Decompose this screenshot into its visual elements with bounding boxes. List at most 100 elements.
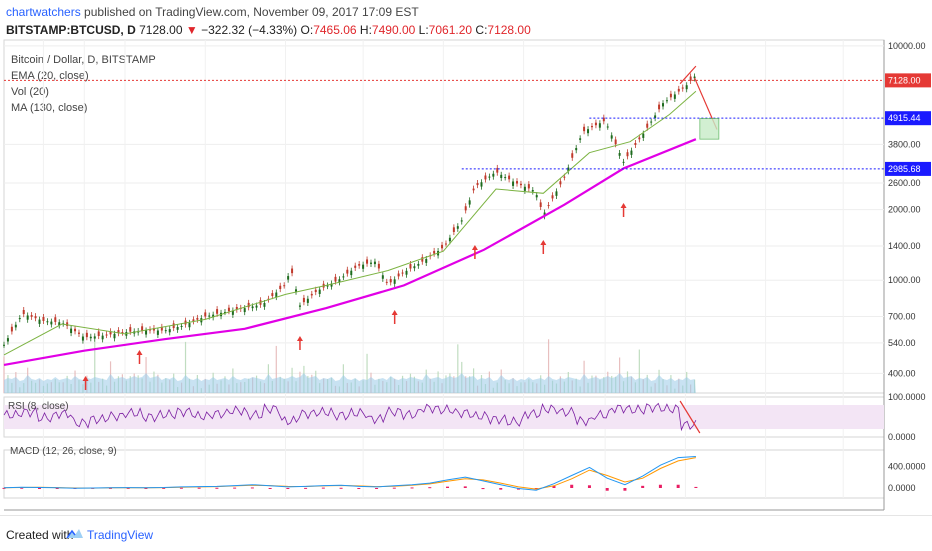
- close-label: C:: [475, 23, 488, 37]
- volume-bar: [366, 353, 368, 393]
- candle-body: [3, 344, 5, 346]
- macd-histogram-bar: [375, 488, 379, 489]
- candle-body: [160, 326, 163, 331]
- candle-body: [117, 330, 120, 334]
- candle-body: [188, 322, 191, 328]
- candle-body: [326, 285, 329, 287]
- candle-body: [567, 167, 570, 172]
- macd-histogram-bar: [286, 488, 290, 489]
- price-label-box: [885, 111, 931, 126]
- pane-frame: [3, 449, 885, 499]
- rsi-down-arrow-icon: [679, 400, 701, 434]
- candle-body: [342, 276, 345, 278]
- candle-body: [547, 205, 550, 207]
- macd-histogram-bar: [304, 487, 308, 489]
- candle-body: [302, 297, 305, 303]
- x-tick-label: Sep: [597, 514, 613, 515]
- legend-ma[interactable]: MA (130, close): [11, 102, 88, 114]
- price-label-text: 7128.00: [888, 75, 921, 85]
- candle-body: [227, 307, 230, 312]
- candle-body: [677, 88, 680, 92]
- candle-body: [492, 173, 495, 177]
- volume-bar: [457, 344, 459, 393]
- candle-body: [476, 183, 479, 186]
- x-tick-label: Mar: [835, 514, 851, 515]
- ma-130-line: [3, 138, 697, 366]
- candle-body: [504, 177, 507, 179]
- candle-body: [389, 279, 392, 283]
- y-tick-label: 700.00: [888, 311, 916, 321]
- candle-body: [369, 262, 372, 264]
- close-value: 7128.00: [487, 23, 531, 37]
- high-value: 7490.00: [371, 23, 416, 37]
- candle-body: [685, 85, 688, 90]
- price-chart[interactable]: 400.00 540.00 700.00 1000.00 1400.00 2000.00 2…: [0, 0, 932, 515]
- candle-body: [231, 310, 234, 315]
- candle-body: [555, 191, 558, 196]
- macd-histogram-bar: [570, 484, 574, 488]
- candle-body: [413, 266, 416, 269]
- legend-title[interactable]: Bitcoin / Dollar, D, BITSTAMP: [11, 54, 156, 66]
- candle-body: [650, 121, 653, 123]
- macd-histogram-bar: [552, 485, 556, 488]
- candle-body: [654, 115, 657, 119]
- candle-body: [456, 226, 459, 229]
- legend-ema[interactable]: EMA (20, close): [11, 70, 89, 82]
- volume-ma-area: [4, 373, 696, 393]
- pane-frame: [3, 39, 885, 394]
- candle-body: [500, 174, 503, 178]
- candle-body: [141, 326, 144, 331]
- candle-body: [614, 139, 617, 145]
- candle-body: [472, 188, 475, 191]
- volume-bar: [94, 341, 96, 393]
- candle-body: [192, 319, 195, 322]
- candle-body: [381, 275, 384, 279]
- macd-signal-line: [3, 457, 696, 490]
- candle-body: [358, 264, 361, 266]
- candle-body: [283, 285, 286, 287]
- tradingview-brand-link[interactable]: TradingView: [87, 528, 154, 542]
- candle-body: [10, 326, 13, 332]
- candle-body: [204, 312, 207, 317]
- price-label-box: [885, 161, 931, 176]
- y-tick-label: 400.00: [888, 368, 916, 378]
- candle-body: [508, 175, 511, 180]
- macd-histogram-bar: [641, 485, 645, 488]
- x-tick-label: 2018: [756, 514, 776, 515]
- x-tick-label: Mar: [355, 514, 371, 515]
- candle-body: [168, 329, 171, 333]
- candle-body: [310, 293, 313, 296]
- macd-histogram-bar: [108, 487, 112, 489]
- candle-body: [26, 315, 29, 320]
- candle-body: [152, 328, 155, 331]
- candle-body: [70, 328, 73, 334]
- low-label: L:: [418, 23, 429, 37]
- candle-body: [681, 87, 684, 89]
- candle-body: [255, 305, 258, 308]
- candle-body: [512, 181, 515, 186]
- candle-body: [216, 309, 219, 314]
- y-tick-label: 1000.00: [888, 275, 921, 285]
- macd-line: [3, 456, 696, 491]
- candle-body: [598, 123, 601, 128]
- candle-body: [673, 94, 676, 99]
- macd-histogram-bar: [534, 488, 538, 490]
- candle-body: [519, 183, 522, 186]
- author-link[interactable]: chartwatchers: [6, 5, 81, 19]
- candle-body: [626, 152, 629, 157]
- candle-body: [583, 126, 586, 132]
- rsi-tick-label: 0.0000: [888, 432, 916, 442]
- candle-body: [531, 190, 534, 192]
- volume-bar: [3, 356, 5, 393]
- x-tick-label: Aug: [76, 514, 92, 515]
- candle-body: [662, 103, 665, 107]
- candle-body: [606, 126, 609, 128]
- price-change: −322.32 (−4.33%): [201, 23, 298, 37]
- candle-body: [58, 322, 61, 326]
- candle-body: [223, 311, 226, 313]
- legend-volume[interactable]: Vol (20): [11, 86, 49, 98]
- macd-histogram-bar: [463, 486, 467, 488]
- trend-line: [679, 65, 697, 85]
- macd-title: MACD (12, 26, close, 9): [10, 446, 117, 457]
- candle-body: [46, 321, 49, 323]
